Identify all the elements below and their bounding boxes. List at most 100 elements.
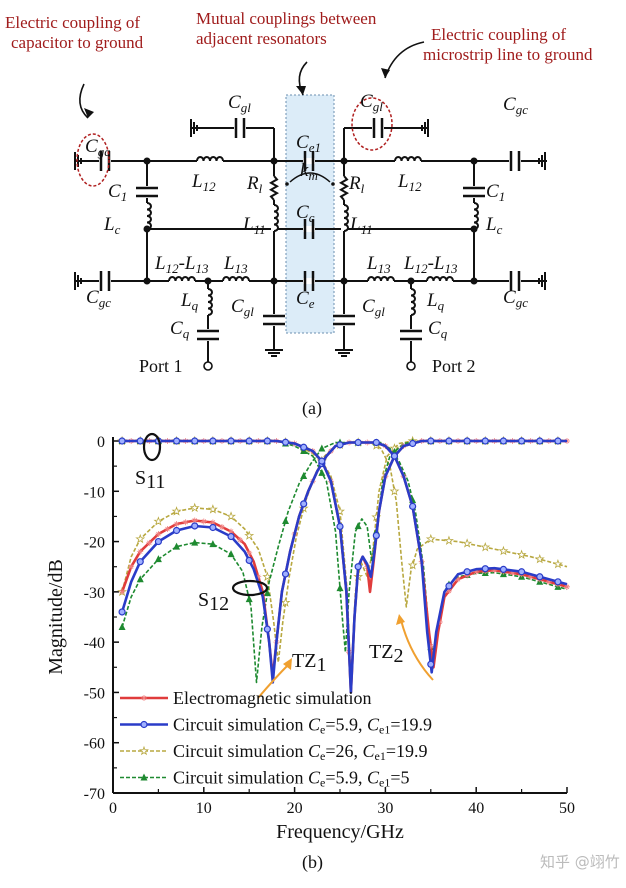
label-part: 12 bbox=[209, 593, 229, 615]
label-part: L bbox=[223, 253, 235, 274]
data-marker bbox=[463, 568, 471, 576]
legend-text-part: =19.9 bbox=[390, 715, 432, 735]
resistor-icon bbox=[338, 175, 350, 201]
label-part: 13 bbox=[195, 261, 209, 276]
data-marker bbox=[146, 539, 153, 546]
data-marker bbox=[527, 573, 534, 580]
component-label: Ce1 bbox=[296, 132, 321, 155]
data-marker bbox=[554, 578, 562, 586]
data-marker bbox=[318, 468, 326, 476]
label-part: C bbox=[231, 296, 244, 317]
arrowhead-icon bbox=[84, 108, 94, 118]
data-marker bbox=[554, 437, 562, 445]
x-tick-label: 10 bbox=[196, 800, 212, 817]
gap bbox=[372, 125, 384, 131]
legend-text-part: Circuit simulation bbox=[173, 715, 308, 735]
x-tick-label: 40 bbox=[468, 800, 484, 817]
data-marker bbox=[517, 437, 526, 445]
inductor-icon bbox=[426, 276, 454, 282]
data-marker bbox=[462, 538, 473, 548]
label-part: e bbox=[309, 296, 315, 311]
node-dot bbox=[143, 277, 151, 285]
data-marker bbox=[464, 572, 471, 579]
label-part: gc bbox=[516, 102, 529, 117]
data-marker bbox=[427, 437, 435, 445]
data-marker bbox=[228, 528, 235, 535]
data-marker bbox=[200, 518, 207, 525]
label-part: m bbox=[308, 168, 317, 183]
series-1 bbox=[118, 437, 568, 694]
node-dot bbox=[270, 157, 278, 165]
label-part: q bbox=[438, 298, 445, 313]
data-marker bbox=[354, 563, 362, 571]
data-marker bbox=[516, 549, 527, 559]
s12-label: S12 bbox=[198, 589, 229, 615]
panel-a-label: (a) bbox=[302, 398, 322, 419]
data-marker bbox=[425, 533, 436, 544]
data-marker bbox=[318, 457, 326, 465]
data-marker bbox=[263, 437, 271, 445]
y-axis-label: Magnitude/dB bbox=[45, 559, 67, 675]
label-part: e1 bbox=[309, 140, 321, 155]
data-marker bbox=[354, 522, 362, 530]
callout-arrow bbox=[79, 83, 89, 119]
data-marker bbox=[191, 437, 199, 445]
label-part: L bbox=[180, 290, 192, 311]
data-marker bbox=[509, 569, 516, 576]
component-label: L12-L13 bbox=[403, 253, 458, 276]
x-tick-label: 0 bbox=[109, 800, 117, 817]
legend-marker bbox=[140, 773, 148, 781]
curve-s11 bbox=[122, 439, 567, 694]
data-marker bbox=[245, 556, 253, 565]
data-marker bbox=[491, 567, 498, 574]
data-marker bbox=[427, 643, 434, 650]
legend-text-part: Circuit simulation bbox=[173, 768, 308, 788]
label-part: gl bbox=[244, 304, 255, 319]
coupling-region bbox=[285, 94, 335, 334]
legend: Electromagnetic simulation Circuit simula… bbox=[120, 688, 432, 790]
component-label: Cgl bbox=[362, 296, 385, 319]
data-marker bbox=[154, 555, 162, 563]
label-part: L bbox=[485, 214, 497, 235]
data-marker bbox=[534, 553, 545, 564]
label-part: L bbox=[154, 253, 166, 274]
data-marker bbox=[498, 545, 509, 556]
label-part: 11 bbox=[254, 222, 266, 237]
label-part: q bbox=[183, 326, 190, 341]
curve-s11 bbox=[122, 440, 567, 653]
data-marker bbox=[173, 542, 181, 550]
component-label: Lq bbox=[180, 290, 199, 313]
label-part: C bbox=[296, 288, 309, 309]
inductor-icon bbox=[273, 204, 279, 232]
data-marker bbox=[263, 625, 271, 633]
inductor-icon bbox=[394, 156, 422, 162]
data-marker bbox=[300, 443, 308, 451]
label-part: C bbox=[428, 318, 441, 339]
legend-text-part: C bbox=[308, 715, 321, 735]
data-marker bbox=[545, 578, 552, 585]
node-dot bbox=[470, 277, 478, 285]
data-marker bbox=[136, 575, 144, 583]
s11-label: S11 bbox=[135, 467, 165, 493]
annotation-text: Electric coupling of bbox=[5, 13, 140, 32]
curve-s21 bbox=[121, 441, 568, 684]
label-part: TZ bbox=[369, 641, 393, 663]
data-marker bbox=[207, 504, 218, 514]
component-label: Cq bbox=[428, 318, 448, 341]
component-label: L11 bbox=[349, 214, 373, 237]
label-part: R bbox=[348, 173, 361, 194]
inductor-icon bbox=[196, 156, 224, 162]
data-marker bbox=[409, 502, 417, 510]
data-marker bbox=[443, 535, 454, 545]
data-marker bbox=[227, 437, 235, 445]
node-dot bbox=[204, 277, 212, 285]
component-label: Cgc bbox=[85, 136, 110, 159]
data-marker bbox=[445, 588, 452, 595]
data-marker bbox=[263, 589, 271, 597]
data-marker bbox=[237, 536, 244, 543]
data-marker bbox=[137, 548, 144, 555]
legend-text-part: =19.9 bbox=[386, 741, 428, 761]
annotation-text: capacitor to ground bbox=[11, 33, 144, 52]
label-part: 11 bbox=[361, 222, 373, 237]
